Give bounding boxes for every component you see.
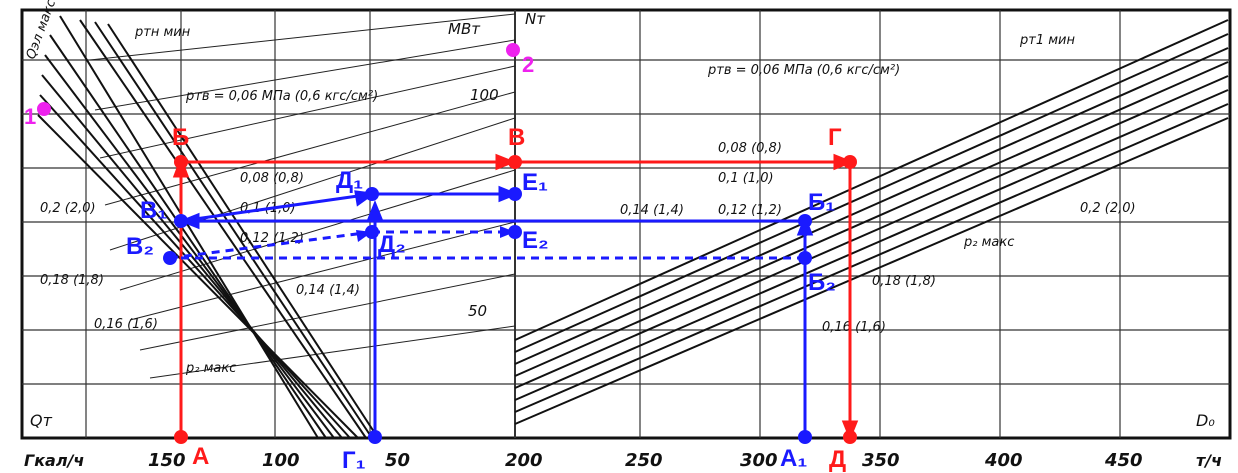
label-left-2: 0,2 (2,0)	[40, 201, 96, 216]
label-right-1: 0,08 (0,8)	[718, 141, 782, 156]
label-left-1: 0,08 (0,8)	[240, 171, 304, 186]
x-unit-right: т/ч	[1196, 451, 1222, 470]
point-label-E1: Е₁	[522, 169, 548, 196]
power-fan-lines	[89, 13, 516, 379]
point-label-B: Б	[172, 124, 189, 151]
point-label-V: В	[508, 124, 525, 151]
point-label-B1: Б₁	[808, 189, 835, 216]
top-symbol-label: Nт	[525, 10, 546, 28]
x-tick-400: 400	[984, 450, 1023, 471]
x-tick-100: 100	[262, 450, 300, 471]
point-label-2: 2	[522, 52, 534, 77]
label-right-7: 0,18 (1,8)	[872, 274, 936, 289]
chart-frame	[20, 8, 1232, 440]
label-right-2: 0,1 (1,0)	[718, 171, 774, 186]
x-tick-150: 150	[148, 450, 186, 471]
magenta-points	[37, 43, 520, 116]
grid-vertical	[85, 10, 1121, 438]
blue-solid-path	[178, 185, 814, 437]
label-left-8: p₂ макс	[185, 361, 236, 376]
x-tick-50: 50	[385, 450, 410, 471]
right-curve-band	[514, 19, 1229, 425]
point-label-V2: В₂	[126, 233, 154, 260]
x-tick-300: 300	[740, 450, 778, 471]
qt-axis-label: Qт	[30, 411, 53, 430]
label-right-6: p₂ макс	[963, 235, 1014, 250]
point-label-G1: Г₁	[342, 447, 366, 473]
point-label-D2: Д₂	[378, 231, 406, 258]
red-path	[172, 153, 859, 442]
top-tick-50: 50	[468, 302, 487, 320]
d0-axis-label: D₀	[1196, 411, 1215, 430]
label-right-3: 0,12 (1,2)	[718, 203, 782, 218]
label-right-5: 0,2 (2,0)	[1080, 201, 1136, 216]
point-label-A: А	[192, 443, 209, 470]
left-curve-band	[37, 15, 379, 439]
label-ptv-right: pтв = 0,06 МПа (0,6 кгс/см²)	[707, 63, 900, 78]
top-unit-label: МВт	[448, 20, 481, 38]
label-pt1-min: pт1 мин	[1019, 33, 1075, 48]
label-right-8: 0,16 (1,6)	[822, 320, 886, 335]
x-unit-left: Гкал/ч	[24, 451, 84, 470]
label-left-6: 0,14 (1,4)	[296, 283, 360, 298]
top-tick-100: 100	[470, 86, 499, 104]
point-label-A1: А₁	[780, 445, 807, 472]
blue-points	[163, 187, 812, 444]
x-tick-450: 450	[1104, 450, 1143, 471]
red-points	[174, 155, 857, 444]
x-tick-250: 250	[625, 450, 663, 471]
blue-dashed-path	[169, 230, 805, 260]
point-label-1: 1	[24, 104, 36, 129]
point-label-B2: Б₂	[808, 269, 836, 296]
x-tick-350: 350	[862, 450, 900, 471]
x-tick-200: 200	[505, 450, 543, 471]
point-label-D1: Д₁	[336, 167, 363, 194]
point-label-G: Г	[828, 124, 842, 151]
label-left-7: 0,16 (1,6)	[94, 317, 158, 332]
label-ptv-left: pтв = 0,06 МПа (0,6 кгс/см²)	[185, 89, 378, 104]
label-right-4: 0,14 (1,4)	[620, 203, 684, 218]
point-label-E2: Е₂	[522, 227, 549, 254]
point-label-D: Д	[829, 446, 846, 473]
label-ptn-min: pтн мин	[134, 25, 191, 40]
label-left-5: 0,18 (1,8)	[40, 273, 104, 288]
point-label-V1: В₁	[140, 197, 167, 224]
